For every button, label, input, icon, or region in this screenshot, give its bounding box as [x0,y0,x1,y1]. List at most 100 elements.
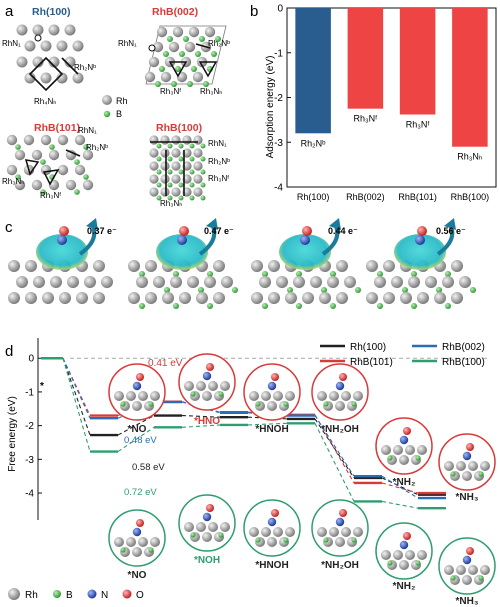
b-atom [167,169,173,175]
b-atom [189,195,195,201]
rh-atom [16,56,28,68]
panel-a: a Rh(100) RhN₁ Rh₂Nᵇ Rh₄Nₕ RhB(002) RhN₁… [2,3,230,208]
b-atom [218,532,224,538]
rh-atom [196,381,206,391]
intermediate-structure [243,499,301,557]
rh-atom [48,24,60,36]
rh-atom [150,391,160,401]
intermediate-structure [108,363,166,421]
rh-atom [23,134,35,146]
rh-atom [56,40,68,52]
rh-atom [444,461,454,471]
b-atom [215,36,221,42]
b-atom [200,169,206,175]
site-marker [24,159,40,176]
rh-atom [393,550,403,560]
intermediate-label: *HNOH [255,560,288,571]
rh-atom [434,292,446,304]
bar [295,8,331,134]
rh-atom [193,174,203,184]
structure-title: RhB(002) [152,6,198,18]
rh-atom [335,401,345,411]
b-atom [255,401,261,407]
n-atom [132,381,142,391]
site-label: Rh₂Nᵇ [208,157,230,166]
intermediate-structure [375,417,433,475]
connector-line [314,423,355,502]
n-atom [462,555,472,565]
o-atom [206,504,214,512]
b-atom [183,36,189,42]
b-atom [178,156,184,162]
rh-atom [468,461,478,471]
rh-atom [468,565,478,575]
b-atom [470,287,476,293]
rh-atom [182,135,192,145]
atom-legend-label: O [136,590,144,601]
panel-a-legend: Rh B [102,95,128,119]
b-atom [178,169,184,175]
b-atom [189,182,195,188]
atom-legend-label: N [101,590,108,601]
n-atom [335,381,345,391]
b-atom [178,195,184,201]
bar [399,8,436,115]
legend-label: RhB(002) [442,342,485,353]
b-atom [139,303,145,309]
rh-atom [114,537,124,547]
rh-atom-icon [102,95,112,105]
intermediate-structure [311,363,369,421]
rh-atom [399,455,409,465]
bar-label: Rh₂Nᵇ [301,138,326,148]
rh-atom [128,260,140,272]
rh-atom [405,445,415,455]
b-atom [15,174,21,180]
rh-atom [72,72,84,84]
n-atom-icon [87,589,97,599]
rh-atom [417,292,429,304]
rh-atom [160,71,172,83]
charge-density-cloud [279,234,331,270]
legend-label: Rh [116,96,128,106]
rh-atom [170,276,182,288]
b-atom [83,174,89,180]
b-atom [167,182,173,188]
b-atom [296,303,302,309]
category-label: Rh(100) [297,192,330,202]
b-atom [478,575,484,581]
b-atom [40,159,46,165]
intermediate-label: *HNOH [255,424,288,435]
o-atom [339,509,347,517]
b-atom [159,66,165,72]
bar-label: Rh₃Nᶠ [406,120,430,130]
rh-atom [184,41,196,53]
n-atom [132,527,142,537]
site-marker [65,149,81,157]
b-atom [83,144,89,150]
rh-atom [126,391,136,401]
site-marker [34,34,42,42]
intermediate-structure [311,499,369,557]
panel-b: b Adsorption energy (eV) 0 -1 -2 -3 -4 Rh₂Nᵇ R… [250,3,497,202]
b-atom [402,287,408,293]
y-axis-label: Free energy (eV) [7,396,18,472]
structure-rhb002: RhB(002) RhN₁ Rh₂Nᵇ Rh₃Nᶠ Rh₃Nₕ [118,6,230,96]
rh-atom [319,292,331,304]
rh-atom [268,260,280,272]
structure-title: Rh(100) [32,6,71,18]
panel-b-letter: b [250,3,258,20]
rh-atom [8,260,20,272]
arrow-head-icon [86,218,98,230]
connector-line [314,415,355,477]
rh-atom [381,445,391,455]
intermediate-label: *NH₃ [456,596,479,607]
y-tick-label: -3 [274,138,283,149]
n-atom [267,381,277,391]
rh-atom [50,276,62,288]
b-atom [171,81,177,87]
intermediate-structure [243,363,301,421]
b-atom [120,401,126,407]
rh-atom [59,292,71,304]
rh-atom [171,161,181,171]
n-atom [202,512,212,522]
